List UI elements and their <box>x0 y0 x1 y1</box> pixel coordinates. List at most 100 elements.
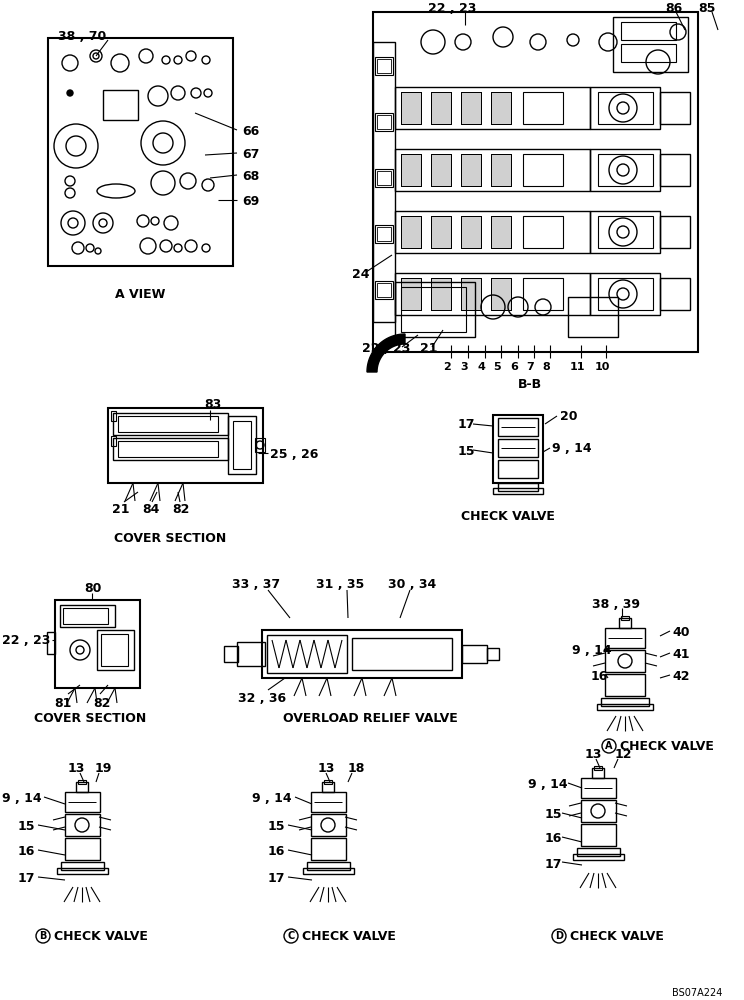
Text: 9 , 14: 9 , 14 <box>572 644 612 657</box>
Text: 8: 8 <box>542 362 550 372</box>
Text: 3: 3 <box>461 362 468 372</box>
Bar <box>461 216 481 248</box>
Bar <box>598 154 653 186</box>
Bar <box>113 413 228 435</box>
Bar <box>375 169 393 187</box>
Text: 6: 6 <box>510 362 518 372</box>
Bar <box>491 278 511 310</box>
Bar <box>605 674 645 696</box>
Text: 10: 10 <box>594 362 609 372</box>
Bar <box>523 92 563 124</box>
Bar <box>491 216 511 248</box>
Bar <box>377 115 391 129</box>
Text: A VIEW: A VIEW <box>115 288 165 301</box>
Text: 9 , 14: 9 , 14 <box>552 442 591 455</box>
Bar <box>431 92 451 124</box>
Bar <box>431 154 451 186</box>
Bar <box>65 792 100 812</box>
Bar <box>621 616 629 620</box>
Bar <box>118 416 218 432</box>
Bar <box>461 154 481 186</box>
Bar <box>605 650 645 672</box>
Text: 69: 69 <box>242 195 259 208</box>
Text: BS07A224: BS07A224 <box>672 988 722 998</box>
Text: OVERLOAD RELIEF VALVE: OVERLOAD RELIEF VALVE <box>283 712 458 725</box>
Bar <box>47 632 55 654</box>
Bar <box>401 92 421 124</box>
Text: 20: 20 <box>560 410 577 423</box>
Bar <box>118 441 218 457</box>
Bar <box>108 408 263 483</box>
Bar <box>621 22 676 40</box>
Text: CHECK VALVE: CHECK VALVE <box>620 740 714 753</box>
Bar <box>601 698 649 706</box>
Bar <box>103 90 138 120</box>
Text: CHECK VALVE: CHECK VALVE <box>461 510 555 523</box>
Text: 13: 13 <box>318 762 336 775</box>
Text: 16: 16 <box>545 832 562 845</box>
Bar <box>598 216 653 248</box>
Bar <box>322 782 334 792</box>
Bar <box>491 216 511 248</box>
Bar <box>598 278 653 310</box>
Text: 41: 41 <box>672 648 690 661</box>
Text: 13: 13 <box>68 762 86 775</box>
Bar <box>660 92 690 124</box>
Bar <box>65 814 100 836</box>
Text: 30 , 34: 30 , 34 <box>388 578 436 591</box>
Text: 15: 15 <box>18 820 36 833</box>
Bar <box>303 868 354 874</box>
Bar <box>462 645 487 663</box>
Text: 21: 21 <box>420 342 437 355</box>
Bar <box>401 216 421 248</box>
Bar <box>431 278 451 310</box>
Bar <box>224 646 238 662</box>
Bar <box>97 630 134 670</box>
Bar <box>61 862 104 870</box>
Text: 85: 85 <box>698 2 716 15</box>
Text: D: D <box>555 931 563 941</box>
Bar <box>377 283 391 297</box>
Text: 22 , 23: 22 , 23 <box>428 2 476 15</box>
Text: 9 , 14: 9 , 14 <box>2 792 42 805</box>
Bar <box>113 438 228 460</box>
Bar <box>395 211 590 253</box>
Polygon shape <box>367 334 405 372</box>
Bar <box>660 154 690 186</box>
Text: 68: 68 <box>242 170 259 183</box>
Bar <box>493 488 543 494</box>
Bar <box>461 278 481 310</box>
Text: COVER SECTION: COVER SECTION <box>34 712 146 725</box>
Bar <box>375 281 393 299</box>
Bar <box>395 282 475 337</box>
Text: 86: 86 <box>665 2 682 15</box>
Bar <box>660 278 690 310</box>
Text: 16: 16 <box>268 845 286 858</box>
Bar <box>498 418 538 436</box>
Bar <box>573 854 624 860</box>
Text: CHECK VALVE: CHECK VALVE <box>54 930 148 943</box>
Bar <box>590 149 660 191</box>
Bar <box>48 38 233 266</box>
Bar <box>352 638 452 670</box>
Text: 21: 21 <box>112 503 129 516</box>
Text: 19: 19 <box>95 762 112 775</box>
Bar <box>373 42 395 322</box>
Text: 81: 81 <box>54 697 71 710</box>
Text: 16: 16 <box>591 670 609 683</box>
Text: A: A <box>606 741 613 751</box>
Bar <box>324 780 332 784</box>
Bar <box>577 848 620 856</box>
Bar <box>375 113 393 131</box>
Text: 15: 15 <box>458 445 475 458</box>
Bar <box>523 278 563 310</box>
Bar <box>461 154 481 186</box>
Bar <box>401 278 421 310</box>
Text: COVER SECTION: COVER SECTION <box>114 532 226 545</box>
Bar <box>590 87 660 129</box>
Text: 38 , 39: 38 , 39 <box>592 598 640 611</box>
Text: 22 , 23: 22 , 23 <box>2 634 51 647</box>
Bar <box>491 92 511 124</box>
Bar <box>523 216 563 248</box>
Text: 40: 40 <box>672 626 690 639</box>
